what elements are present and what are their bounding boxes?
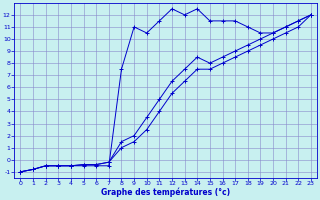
X-axis label: Graphe des températures (°c): Graphe des températures (°c) (101, 188, 230, 197)
